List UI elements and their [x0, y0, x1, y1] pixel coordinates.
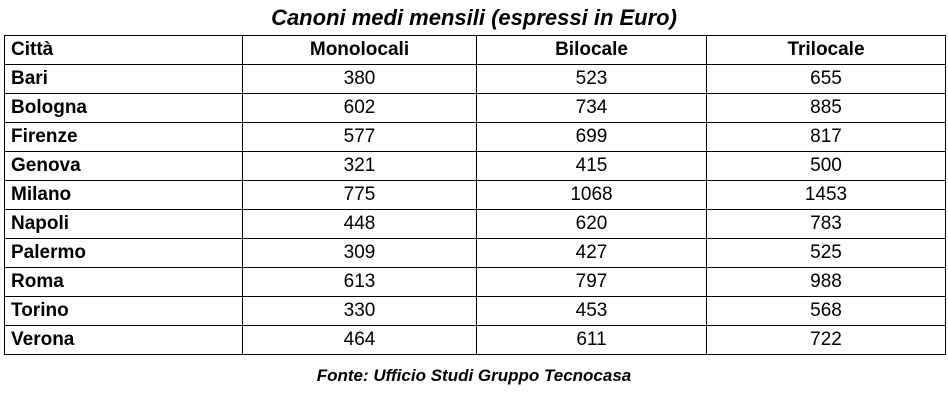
trilocale-cell: 988	[706, 267, 946, 297]
table-row: Firenze 577 699 817	[4, 122, 946, 152]
city-cell: Genova	[4, 151, 243, 181]
monolocali-cell: 613	[242, 267, 477, 297]
city-cell: Napoli	[4, 209, 243, 239]
bilocale-cell: 734	[476, 93, 707, 123]
column-header-trilocale: Trilocale	[706, 35, 946, 65]
table-title: Canoni medi mensili (espressi in Euro)	[271, 5, 677, 30]
trilocale-cell: 500	[706, 151, 946, 181]
table-body: Bari 380 523 655 Bologna 602 734 885 Firenze 577 6…	[4, 64, 946, 355]
bilocale-cell: 620	[476, 209, 707, 239]
monolocali-cell: 464	[242, 325, 477, 355]
header-row: Città Monolocali Bilocale Trilocale	[4, 35, 946, 65]
table-row: Bari 380 523 655	[4, 64, 946, 94]
monolocali-cell: 577	[242, 122, 477, 152]
monolocali-cell: 775	[242, 180, 477, 210]
table-row: Torino 330 453 568	[4, 296, 946, 326]
rent-table: Città Monolocali Bilocale Trilocale Bari…	[4, 35, 946, 355]
column-header-bilocale: Bilocale	[476, 35, 707, 65]
column-header-monolocali: Monolocali	[242, 35, 477, 65]
bilocale-cell: 453	[476, 296, 707, 326]
trilocale-cell: 1453	[706, 180, 946, 210]
monolocali-cell: 602	[242, 93, 477, 123]
table-row: Palermo 309 427 525	[4, 238, 946, 268]
city-cell: Milano	[4, 180, 243, 210]
city-cell: Bari	[4, 64, 243, 94]
bilocale-cell: 797	[476, 267, 707, 297]
table-row: Verona 464 611 722	[4, 325, 946, 355]
monolocali-cell: 380	[242, 64, 477, 94]
table-row: Napoli 448 620 783	[4, 209, 946, 239]
city-cell: Verona	[4, 325, 243, 355]
monolocali-cell: 448	[242, 209, 477, 239]
bilocale-cell: 1068	[476, 180, 707, 210]
bilocale-cell: 427	[476, 238, 707, 268]
column-header-city: Città	[4, 35, 243, 65]
trilocale-cell: 568	[706, 296, 946, 326]
table-row: Bologna 602 734 885	[4, 93, 946, 123]
city-cell: Roma	[4, 267, 243, 297]
city-cell: Bologna	[4, 93, 243, 123]
trilocale-cell: 655	[706, 64, 946, 94]
monolocali-cell: 309	[242, 238, 477, 268]
monolocali-cell: 321	[242, 151, 477, 181]
table-row: Roma 613 797 988	[4, 267, 946, 297]
source-note: Fonte: Ufficio Studi Gruppo Tecnocasa	[316, 366, 632, 385]
bilocale-cell: 523	[476, 64, 707, 94]
table-row: Milano 775 1068 1453	[4, 180, 946, 210]
table-row: Genova 321 415 500	[4, 151, 946, 181]
city-cell: Torino	[4, 296, 243, 326]
trilocale-cell: 817	[706, 122, 946, 152]
trilocale-cell: 783	[706, 209, 946, 239]
trilocale-cell: 885	[706, 93, 946, 123]
trilocale-cell: 722	[706, 325, 946, 355]
monolocali-cell: 330	[242, 296, 477, 326]
bilocale-cell: 611	[476, 325, 707, 355]
bilocale-cell: 699	[476, 122, 707, 152]
city-cell: Firenze	[4, 122, 243, 152]
trilocale-cell: 525	[706, 238, 946, 268]
city-cell: Palermo	[4, 238, 243, 268]
bilocale-cell: 415	[476, 151, 707, 181]
